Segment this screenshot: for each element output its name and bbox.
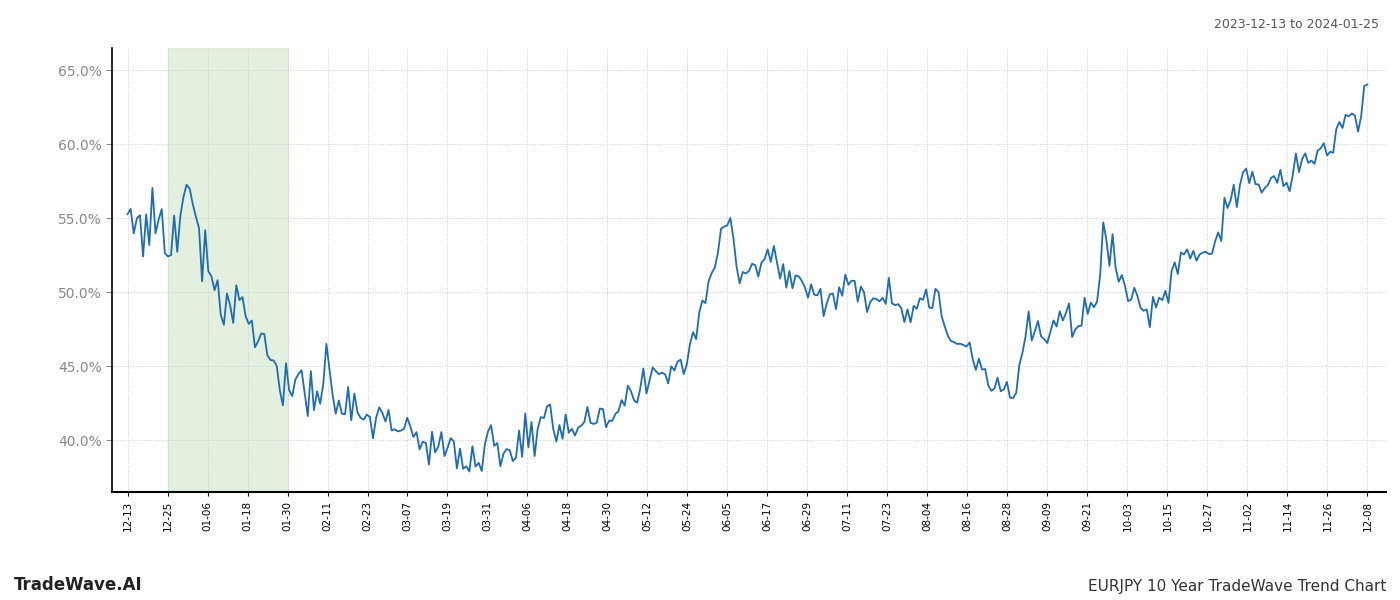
Text: EURJPY 10 Year TradeWave Trend Chart: EURJPY 10 Year TradeWave Trend Chart (1088, 579, 1386, 594)
Text: TradeWave.AI: TradeWave.AI (14, 576, 143, 594)
Text: 2023-12-13 to 2024-01-25: 2023-12-13 to 2024-01-25 (1214, 18, 1379, 31)
Bar (168, 48, 287, 492)
